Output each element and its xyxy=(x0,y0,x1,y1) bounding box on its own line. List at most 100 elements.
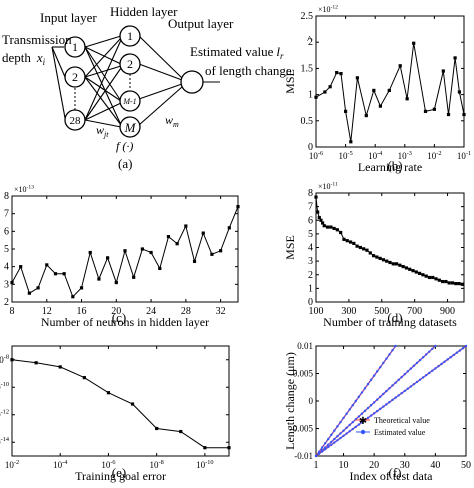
estimated-point xyxy=(449,356,452,359)
data-point xyxy=(123,249,127,253)
data-point xyxy=(210,252,214,256)
y-tick-label: 0.01 xyxy=(297,341,313,351)
data-point xyxy=(158,266,162,271)
data-point xyxy=(394,262,399,266)
x-tick-label: 10-2 xyxy=(5,459,19,470)
estimated-point xyxy=(431,347,434,351)
x-tick-label: 24 xyxy=(146,306,156,317)
x-tick-label: 10-10 xyxy=(196,459,213,470)
x-tick-label: 300 xyxy=(341,306,356,317)
estimated-point xyxy=(385,357,388,360)
estimated-point xyxy=(342,429,345,432)
estimated-point xyxy=(391,398,394,402)
y-tick-label: 4 xyxy=(4,262,9,273)
data-point xyxy=(355,76,359,80)
data-point xyxy=(437,278,441,282)
y-tick-label: 2 xyxy=(4,297,9,308)
data-point xyxy=(355,244,359,248)
data-point xyxy=(149,250,153,255)
estimated-point xyxy=(431,369,434,372)
panel-c-chart: (c)Number of neurons in hidden layerMSE×… xyxy=(4,184,240,329)
estimated-point xyxy=(376,398,379,401)
estimated-point xyxy=(428,350,431,353)
estimated-point xyxy=(394,381,397,384)
data-point xyxy=(62,272,66,276)
series-line xyxy=(315,43,465,142)
data-point xyxy=(460,282,464,286)
data-point xyxy=(381,258,386,262)
panel-d-chart: (d)Number of training datasets MSE ×10-11 1… xyxy=(283,181,465,329)
data-point xyxy=(192,259,197,263)
data-point xyxy=(348,240,353,244)
y-tick-label: 1 xyxy=(308,90,313,101)
y-tick-label: 6 xyxy=(4,226,9,237)
estimated-point xyxy=(388,387,391,390)
length-change-label: of length change xyxy=(205,63,292,78)
estimated-point xyxy=(357,423,361,426)
estimated-point xyxy=(400,391,403,395)
transmission-label: Transmission xyxy=(2,32,72,47)
estimated-point xyxy=(330,443,333,446)
estimated-point xyxy=(363,409,367,413)
data-point xyxy=(166,235,171,239)
x-tick-label: 20 xyxy=(369,460,379,471)
data-point xyxy=(339,72,343,76)
x-tick-label: 12 xyxy=(42,306,52,317)
data-point xyxy=(114,280,118,285)
estimated-point xyxy=(372,374,376,377)
y-tick-label: 4 xyxy=(308,243,313,254)
data-point xyxy=(414,270,418,274)
depth-label: depth xi xyxy=(2,50,46,67)
data-point xyxy=(45,263,49,267)
estimated-point xyxy=(372,412,376,415)
data-point xyxy=(325,225,330,229)
panel-a-network-diagram: 1 2 28 1 2 M-1 M Input layer Hidden laye… xyxy=(2,4,313,171)
x-tick-label: 100 xyxy=(309,306,324,317)
estimated-point xyxy=(382,405,385,408)
estimated-point xyxy=(425,373,428,377)
panel-label: (b) xyxy=(387,158,402,173)
estimated-point xyxy=(379,365,382,369)
x-tick-label: 10-8 xyxy=(150,459,164,470)
y-tick-label: 10-14 xyxy=(0,436,10,447)
data-point xyxy=(320,221,325,225)
data-point xyxy=(155,426,159,431)
estimated-point xyxy=(394,344,397,348)
estimated-point xyxy=(339,432,342,435)
data-point xyxy=(227,446,231,450)
estimated-point xyxy=(391,349,394,352)
input-layer-label: Input layer xyxy=(40,10,97,25)
y-axis-exponent: ×10-13 xyxy=(14,184,34,194)
estimated-line xyxy=(315,345,436,457)
estimated-point xyxy=(379,395,382,398)
estimated-point xyxy=(320,446,324,449)
input-node-28 xyxy=(64,109,86,131)
y-tick-label: 10-12 xyxy=(0,409,9,420)
legend-theoretical-marker: ✱ xyxy=(359,416,367,427)
panel-label: (d) xyxy=(387,310,402,325)
data-point xyxy=(71,295,75,299)
data-point xyxy=(184,224,188,228)
data-point xyxy=(424,274,428,278)
estimated-point xyxy=(360,412,364,415)
y-tick-label: 6 xyxy=(308,215,313,226)
data-point xyxy=(339,230,343,235)
estimated-point xyxy=(320,450,324,453)
data-point xyxy=(378,256,382,260)
data-point xyxy=(391,262,395,266)
data-point xyxy=(421,273,425,277)
data-point xyxy=(412,41,416,45)
data-point xyxy=(388,260,392,265)
data-point xyxy=(175,242,179,246)
input-node-1-label: 1 xyxy=(72,40,78,54)
estimated-point xyxy=(330,433,333,437)
estimated-point xyxy=(406,370,410,373)
estimated-point xyxy=(348,408,351,411)
hidden-layer-label: Hidden layer xyxy=(110,4,178,19)
data-point xyxy=(387,88,391,93)
plot-frame xyxy=(315,15,465,148)
x-axis-label: Number of training datasets xyxy=(323,315,457,329)
x-tick-label: 20 xyxy=(111,306,121,317)
output-layer-label: Output layer xyxy=(168,16,234,31)
